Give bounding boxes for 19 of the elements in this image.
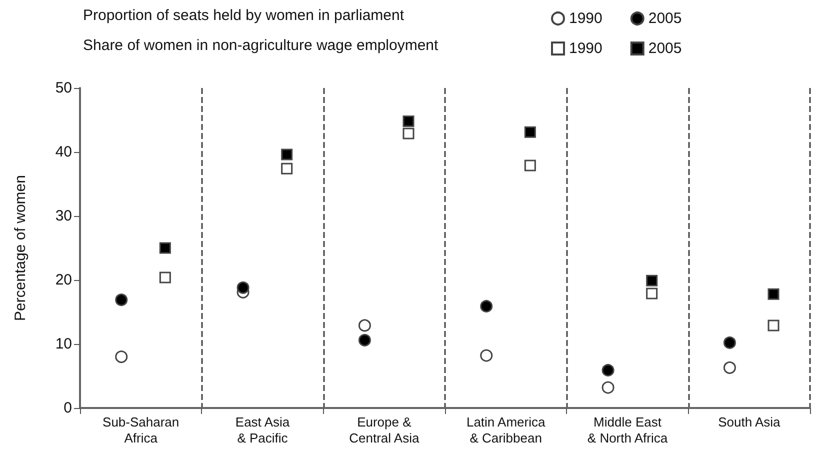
text: Proportion of seats held by women in parliament	[83, 7, 405, 24]
y-tick-label: 0	[64, 400, 72, 416]
y-tick-label: 10	[55, 336, 72, 352]
y-axis-title: Percentage of women	[12, 175, 29, 321]
y-tick-label: 40	[55, 144, 72, 160]
y-tick-label: 20	[55, 272, 72, 288]
y-tick-label: 30	[55, 208, 72, 224]
x-tick-label: East Asia & Pacific	[235, 414, 290, 446]
x-tick-label: Sub-Saharan Africa	[102, 414, 180, 446]
text: Share of women in non-agriculture wage employment	[83, 37, 440, 54]
legend-label: 2005	[648, 10, 682, 27]
x-tick-label: Europe & Central Asia	[349, 414, 420, 446]
legend-label: 1990	[569, 10, 602, 27]
x-tick-label: South Asia	[718, 414, 782, 430]
x-tick-label: Middle East & North Africa	[587, 414, 668, 446]
x-tick-label: Latin America & Caribbean	[466, 414, 546, 446]
y-tick-label: 50	[55, 80, 72, 96]
legend-label: 2005	[648, 40, 682, 57]
legend-label: 1990	[569, 40, 602, 57]
